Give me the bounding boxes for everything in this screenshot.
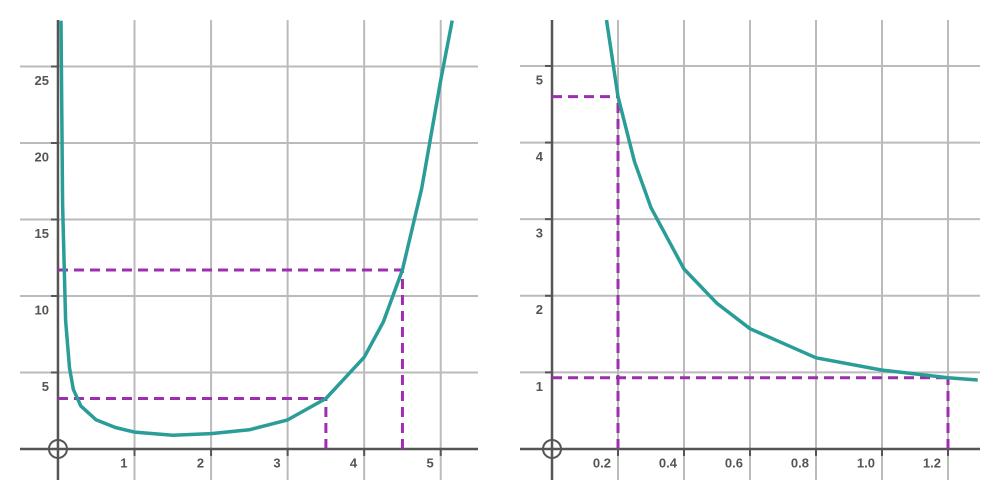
x-tick-label: 0.6	[725, 455, 743, 470]
curve	[59, 20, 454, 437]
x-tick-label: 0.8	[791, 455, 809, 470]
y-tick-label: 25	[35, 73, 49, 88]
x-tick-label: 1.0	[857, 455, 875, 470]
x-tick-label: 0.4	[659, 455, 678, 470]
x-tick-label: 4	[350, 455, 358, 470]
y-tick-label: 5	[536, 72, 543, 87]
x-tick-label: 0.2	[593, 455, 611, 470]
x-tick-label: 5	[426, 455, 433, 470]
y-tick-label: 1	[536, 379, 543, 394]
y-tick-label: 4	[536, 149, 544, 164]
x-tick-label: 1.2	[923, 455, 941, 470]
origin-marker	[542, 438, 563, 459]
y-tick-label: 2	[536, 302, 543, 317]
curve	[604, 19, 978, 382]
y-tick-label: 15	[35, 226, 49, 241]
x-tick-label: 1	[120, 455, 127, 470]
y-tick-label: 5	[42, 379, 49, 394]
x-tick-label: 3	[273, 455, 280, 470]
x-tick-label: 2	[197, 455, 204, 470]
y-tick-label: 3	[536, 226, 543, 241]
origin-marker	[47, 438, 68, 459]
y-tick-label: 20	[35, 149, 49, 164]
y-tick-label: 10	[35, 302, 49, 317]
